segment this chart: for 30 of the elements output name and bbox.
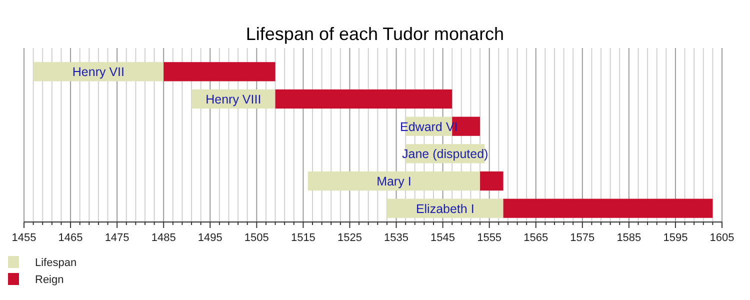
x-tick-label: 1565: [524, 232, 548, 244]
chart-title: Lifespan of each Tudor monarch: [246, 24, 504, 44]
bar: [308, 171, 480, 191]
x-tick-label: 1475: [104, 232, 130, 244]
x-tick-label: 1605: [710, 232, 734, 244]
y-tick-label: Henry VIII: [206, 92, 262, 106]
bar: [164, 62, 276, 82]
legend-label: Reign: [35, 274, 64, 286]
x-tick-label: 1465: [58, 232, 83, 244]
y-tick-label: Mary I: [376, 174, 412, 188]
x-tick-label: 1505: [244, 232, 269, 244]
x-tick-label: 1485: [151, 232, 176, 244]
bar: [275, 89, 452, 109]
bar: [33, 62, 164, 82]
x-tick-label: 1525: [337, 232, 362, 244]
x-tick-label: 1575: [570, 232, 595, 244]
y-tick-label: Jane (disputed): [402, 147, 488, 162]
x-tick-label: 1545: [430, 232, 456, 244]
x-tick-label: 1455: [12, 232, 36, 244]
x-tick-label: 1555: [477, 232, 502, 244]
y-tick-label: Elizabeth I: [416, 202, 474, 216]
bar: [480, 171, 504, 191]
x-tick-label: 1535: [384, 232, 409, 244]
x-tick-label: 1585: [616, 232, 642, 244]
legend-label: Lifespan: [35, 257, 77, 269]
y-tick-label: Henry VII: [72, 65, 125, 80]
x-tick-label: 1495: [198, 232, 222, 244]
bar: [503, 198, 713, 218]
x-tick-label: 1595: [663, 232, 688, 244]
x-tick-label: 1515: [290, 232, 316, 244]
